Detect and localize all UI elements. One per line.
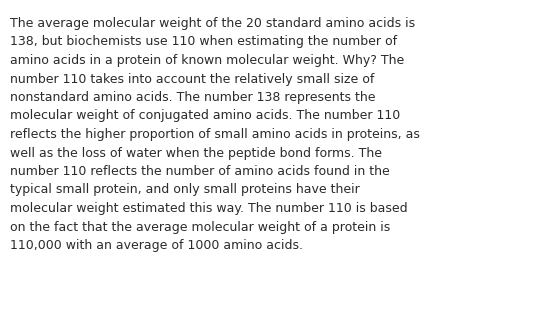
Text: The average molecular weight of the 20 standard amino acids is
138, but biochemi: The average molecular weight of the 20 s… <box>10 17 420 252</box>
